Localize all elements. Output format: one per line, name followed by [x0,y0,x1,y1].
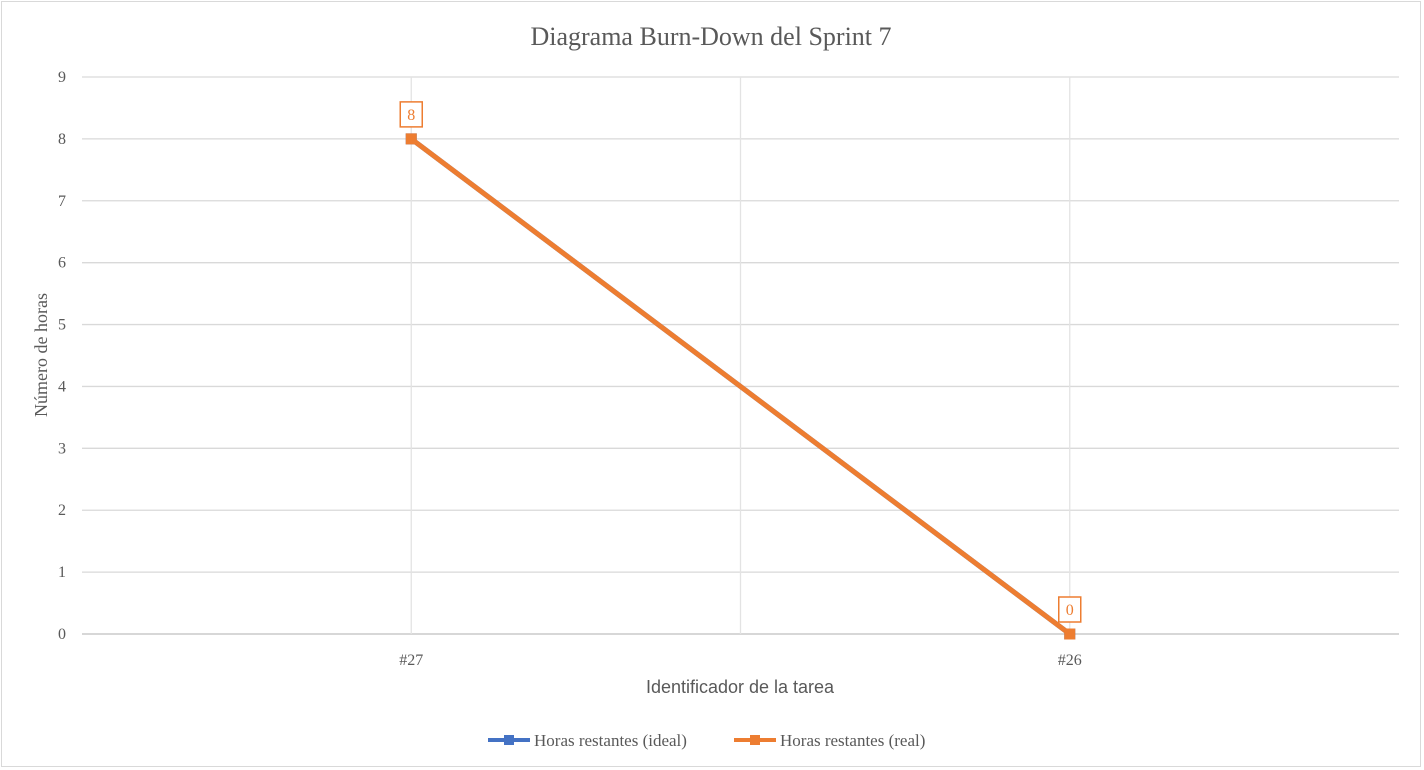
y-tick-label: 5 [58,317,66,334]
gridlines [82,76,1399,635]
data-labels: 80 [399,101,1082,623]
data-point-1-0 [405,133,417,145]
legend-item-real[interactable]: Horas restantes (real) [734,731,925,750]
data-label: 8 [407,107,415,124]
y-tick-label: 0 [58,626,66,643]
x-tick-label: #26 [1058,652,1082,669]
y-tick-label: 9 [58,69,66,86]
chart-title: Diagrama Burn-Down del Sprint 7 [530,22,891,51]
x-tick-label: #27 [399,652,423,669]
data-label-box [399,101,423,128]
y-axis-ticks: 0 1 2 3 4 5 6 7 8 9 [58,69,66,643]
legend-label-real: Horas restantes (real) [780,731,925,750]
y-tick-label: 6 [58,255,66,272]
series-line-1 [409,136,1072,636]
legend-marker-ideal [504,735,514,745]
y-tick-label: 3 [58,440,66,457]
data-label-box [1058,596,1082,623]
y-tick-label: 2 [58,502,66,519]
legend-item-ideal[interactable]: Horas restantes (ideal) [488,731,687,750]
y-tick-label: 8 [58,131,66,148]
legend: Horas restantes (ideal) Horas restantes … [488,731,925,750]
y-tick-label: 4 [58,378,66,395]
data-label: 0 [1066,602,1074,619]
legend-marker-real [750,735,760,745]
series-layer [405,133,1076,640]
y-axis-label: Número de horas [31,293,51,417]
data-point-1-1 [1064,628,1076,640]
legend-label-ideal: Horas restantes (ideal) [534,731,687,750]
y-tick-label: 1 [58,564,66,581]
x-axis-ticks: #27 #26 [399,652,1082,669]
y-tick-label: 7 [58,193,66,210]
x-axis-label: Identificador de la tarea [646,677,835,697]
